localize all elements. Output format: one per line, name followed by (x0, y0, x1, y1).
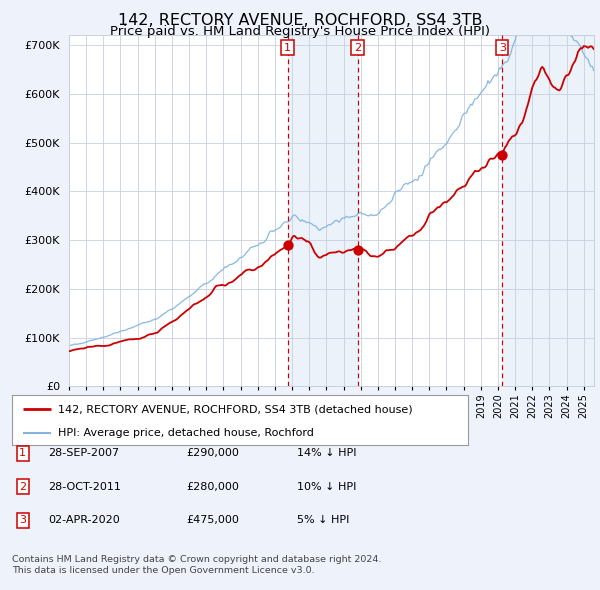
Text: 142, RECTORY AVENUE, ROCHFORD, SS4 3TB (detached house): 142, RECTORY AVENUE, ROCHFORD, SS4 3TB (… (58, 404, 412, 414)
Text: Contains HM Land Registry data © Crown copyright and database right 2024.
This d: Contains HM Land Registry data © Crown c… (12, 555, 382, 575)
Point (283, 240, 293, 250)
Text: 14% ↓ HPI: 14% ↓ HPI (297, 448, 356, 458)
Text: £280,000: £280,000 (186, 482, 239, 491)
Point (353, 245, 362, 255)
Text: Price paid vs. HM Land Registry's House Price Index (HPI): Price paid vs. HM Land Registry's House … (110, 25, 490, 38)
Text: 1: 1 (19, 448, 26, 458)
Bar (502, 35, 594, 386)
Text: 5% ↓ HPI: 5% ↓ HPI (297, 516, 349, 525)
Text: 10% ↓ HPI: 10% ↓ HPI (297, 482, 356, 491)
Text: HPI: Average price, detached house, Rochford: HPI: Average price, detached house, Roch… (58, 428, 313, 438)
Text: 28-SEP-2007: 28-SEP-2007 (48, 448, 119, 458)
Text: 02-APR-2020: 02-APR-2020 (48, 516, 120, 525)
Text: 28-OCT-2011: 28-OCT-2011 (48, 482, 121, 491)
Text: 2: 2 (354, 42, 361, 53)
Text: 3: 3 (499, 42, 506, 53)
Bar (288, 35, 358, 386)
Text: 1: 1 (284, 42, 291, 53)
Text: 3: 3 (19, 516, 26, 525)
Point (497, 150, 507, 159)
Text: £475,000: £475,000 (186, 516, 239, 525)
Text: 142, RECTORY AVENUE, ROCHFORD, SS4 3TB: 142, RECTORY AVENUE, ROCHFORD, SS4 3TB (118, 13, 482, 28)
Text: £290,000: £290,000 (186, 448, 239, 458)
Text: 2: 2 (19, 482, 26, 491)
